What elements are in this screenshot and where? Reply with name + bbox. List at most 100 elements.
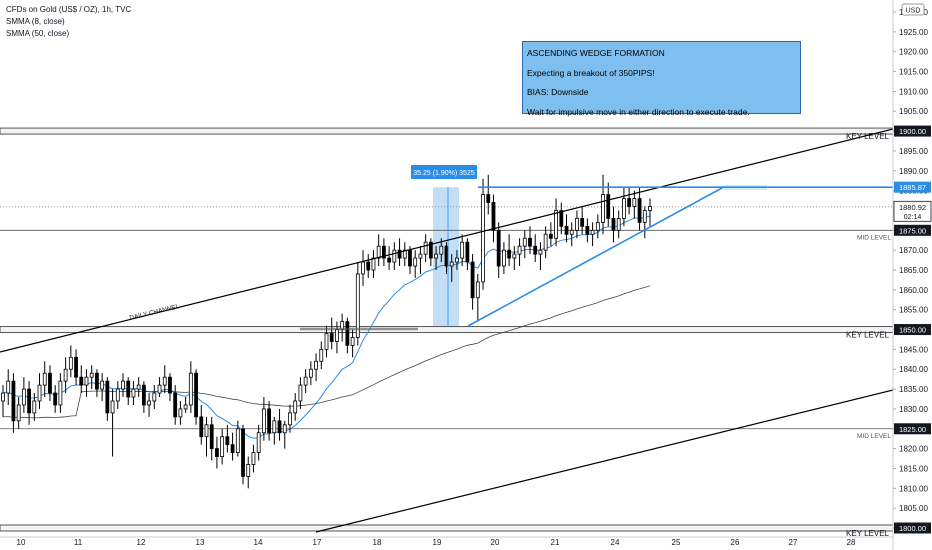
candle-down bbox=[465, 241, 470, 263]
price-label-text: 1825.00 bbox=[899, 425, 926, 434]
candle-up bbox=[131, 388, 136, 398]
candle-up bbox=[110, 400, 115, 414]
candle-up bbox=[37, 384, 42, 402]
y-axis-tick-label: 1910.00 bbox=[899, 87, 928, 96]
indicator-slow-ma[interactable]: SMMA (50, close) bbox=[6, 29, 70, 38]
candle-down bbox=[74, 356, 78, 378]
candle-down bbox=[381, 245, 386, 259]
candle-down bbox=[79, 376, 84, 386]
candle-up bbox=[502, 249, 506, 267]
candle-down bbox=[387, 257, 392, 263]
y-axis-tick-label: 1870.00 bbox=[899, 246, 928, 255]
y-axis-tick-label: 1830.00 bbox=[899, 405, 928, 414]
candle-up bbox=[204, 424, 209, 438]
y-axis-tick-label: 1855.00 bbox=[899, 306, 928, 315]
candle-down bbox=[564, 225, 569, 235]
channel-label: DAILY CHANNEL bbox=[129, 303, 181, 322]
candle-down bbox=[366, 261, 371, 271]
x-axis-tick-label: 18 bbox=[373, 538, 382, 547]
candle-up bbox=[648, 206, 652, 211]
y-axis-tick-label: 1905.00 bbox=[899, 107, 928, 116]
candle-up bbox=[183, 404, 188, 410]
smma-8-line bbox=[2, 215, 651, 439]
candle-up bbox=[616, 217, 621, 231]
note-line-breakout: Expecting a breakout of 350PIPS! bbox=[527, 67, 655, 78]
candle-up bbox=[21, 388, 26, 406]
y-axis-tick-label: 1915.00 bbox=[899, 68, 928, 77]
candle-up bbox=[522, 237, 527, 247]
candle-up bbox=[16, 404, 21, 422]
x-axis-tick-label: 19 bbox=[433, 538, 442, 547]
candle-up bbox=[188, 372, 193, 406]
candle-up bbox=[569, 229, 574, 235]
candle-up bbox=[100, 380, 105, 390]
currency-badge-text: USD bbox=[906, 8, 921, 15]
candle-up bbox=[324, 333, 329, 350]
daily-channel-upper bbox=[0, 128, 894, 353]
price-label-box bbox=[894, 224, 931, 236]
annotation-note-box[interactable]: ASCENDING WEDGE FORMATION Expecting a br… bbox=[522, 41, 801, 117]
candle-down bbox=[27, 388, 31, 414]
candle-up bbox=[512, 253, 517, 259]
candle-up bbox=[58, 380, 63, 406]
candle-down bbox=[428, 241, 433, 259]
candle-down bbox=[528, 237, 532, 247]
candle-down bbox=[277, 420, 282, 434]
candle-up bbox=[6, 380, 11, 394]
candle-up bbox=[538, 249, 543, 255]
candle-up bbox=[449, 261, 454, 267]
price-label-box bbox=[893, 200, 932, 222]
candle-up bbox=[89, 372, 94, 378]
indicator-fast-ma[interactable]: SMMA (8, close) bbox=[6, 17, 65, 26]
key-level-zone bbox=[0, 127, 894, 135]
price-label-box bbox=[894, 324, 931, 336]
note-line-title: ASCENDING WEDGE FORMATION bbox=[527, 48, 665, 58]
candle-down bbox=[507, 249, 512, 259]
candle-up bbox=[152, 392, 157, 402]
candle-up bbox=[261, 408, 266, 434]
candle-up bbox=[335, 329, 339, 342]
candle-down bbox=[585, 225, 590, 235]
candle-up bbox=[162, 376, 167, 386]
price-label-text: 1850.00 bbox=[899, 326, 926, 335]
x-axis-tick-label: 20 bbox=[491, 538, 500, 547]
price-label-box bbox=[894, 522, 931, 534]
x-axis-tick-label: 10 bbox=[17, 538, 26, 547]
candle-up bbox=[439, 245, 444, 255]
candle-down bbox=[53, 392, 58, 406]
candle-up bbox=[314, 360, 318, 370]
price-label-text: 1885.87 bbox=[899, 183, 926, 192]
countdown-label: 02:14 bbox=[904, 214, 922, 221]
y-axis-tick-label: 1865.00 bbox=[899, 266, 928, 275]
candle-down bbox=[95, 372, 99, 390]
candle-up bbox=[376, 245, 381, 259]
candle-up bbox=[32, 400, 37, 414]
candle-up bbox=[293, 400, 298, 414]
candle-down bbox=[141, 384, 146, 406]
x-axis-tick-label: 11 bbox=[74, 538, 83, 547]
price-label-text: 1900.00 bbox=[899, 127, 926, 136]
key-level-zone bbox=[0, 524, 894, 532]
candle-up bbox=[355, 273, 360, 338]
candle-down bbox=[126, 380, 131, 398]
candle-down bbox=[548, 233, 553, 239]
candle-down bbox=[637, 198, 642, 223]
candle-up bbox=[350, 337, 355, 346]
candle-up bbox=[1, 392, 5, 402]
candle-up bbox=[361, 261, 365, 275]
price-label-box bbox=[894, 125, 931, 137]
candle-down bbox=[173, 392, 178, 418]
candle-up bbox=[84, 376, 89, 386]
x-axis-tick-label: 26 bbox=[731, 538, 740, 547]
candle-up bbox=[68, 356, 73, 370]
symbol-title: CFDs on Gold (US$ / OZ), 1h, TVC bbox=[6, 5, 132, 14]
candle-up bbox=[402, 249, 407, 259]
smma-50-line bbox=[2, 285, 651, 419]
candle-down bbox=[580, 217, 585, 227]
price-label-text: 1880.92 bbox=[899, 203, 926, 212]
candle-up bbox=[308, 368, 313, 378]
candle-up bbox=[423, 241, 428, 255]
candle-up bbox=[235, 428, 240, 453]
candle-up bbox=[642, 210, 647, 223]
